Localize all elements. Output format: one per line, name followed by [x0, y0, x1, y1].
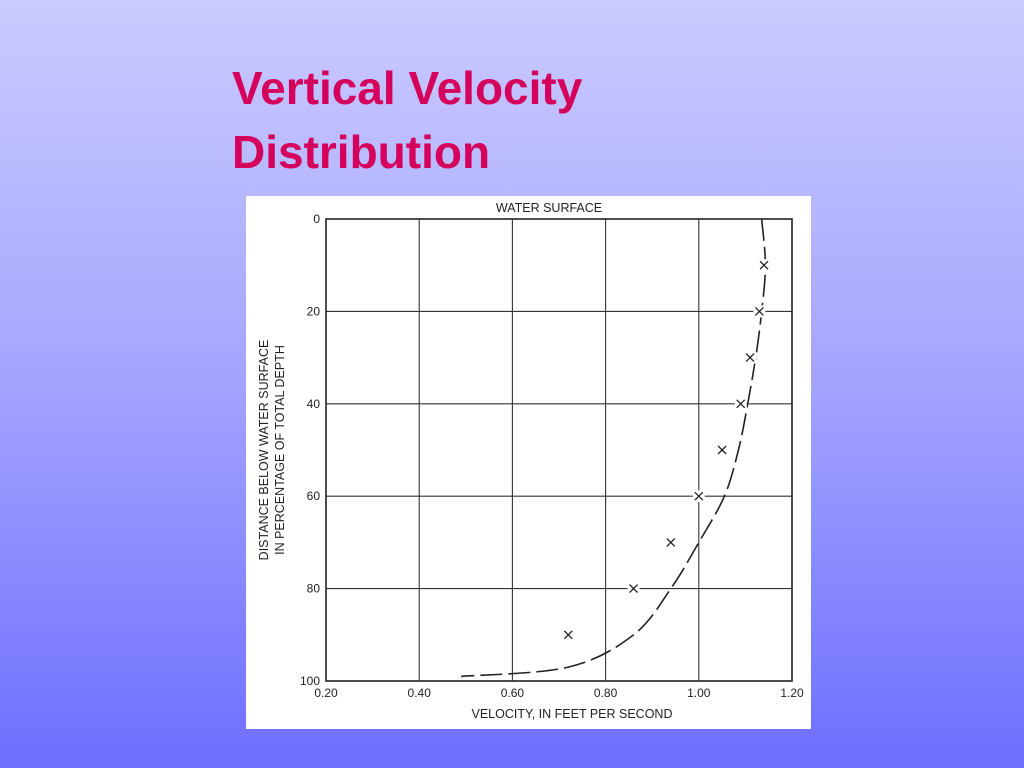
- data-point-marker: [758, 259, 771, 272]
- water-surface-label: WATER SURFACE: [496, 201, 602, 215]
- y-axis-label-line-1: DISTANCE BELOW WATER SURFACE: [257, 340, 271, 561]
- x-tick-label: 1.00: [687, 686, 711, 700]
- tick-labels: 0.20 0.40 0.60 0.80 1.00 1.20 0 20 40 60 80 100: [300, 212, 804, 700]
- x-axis-label: VELOCITY, IN FEET PER SECOND: [472, 707, 673, 721]
- x-tick-label: 1.20: [780, 686, 804, 700]
- velocity-chart: 0.20 0.40 0.60 0.80 1.00 1.20 0 20 40 60 80 100 WAT…: [257, 201, 804, 721]
- slide-title-line-1: Vertical Velocity: [232, 62, 583, 114]
- y-axis-label-line-2: IN PERCENTAGE OF TOTAL DEPTH: [273, 345, 287, 555]
- point-layer: [562, 259, 771, 641]
- slide-title-line-2: Distribution: [232, 126, 491, 178]
- grid: [326, 219, 792, 681]
- y-tick-label: 100: [300, 674, 320, 688]
- y-tick-label: 80: [307, 582, 321, 596]
- y-tick-label: 60: [307, 489, 321, 503]
- chart-panel: 0.20 0.40 0.60 0.80 1.00 1.20 0 20 40 60 80 100 WAT…: [246, 196, 811, 729]
- y-tick-label: 20: [307, 304, 321, 318]
- plot-frame: [325, 218, 793, 682]
- data-point-marker: [753, 305, 766, 318]
- y-tick-label: 40: [307, 397, 321, 411]
- slide-title: Vertical Velocity Distribution: [232, 56, 582, 184]
- x-tick-label: 0.20: [314, 686, 338, 700]
- x-tick-label: 0.80: [594, 686, 618, 700]
- y-tick-label: 0: [313, 212, 320, 226]
- data-point-marker: [562, 628, 575, 641]
- data-point-marker: [627, 582, 640, 595]
- data-point-marker: [734, 397, 747, 410]
- data-point-marker: [716, 444, 729, 456]
- data-point-marker: [664, 536, 677, 549]
- x-tick-label: 0.40: [408, 686, 432, 700]
- x-tick-label: 0.60: [501, 686, 525, 700]
- data-point-marker: [692, 490, 705, 503]
- data-point-marker: [744, 351, 757, 364]
